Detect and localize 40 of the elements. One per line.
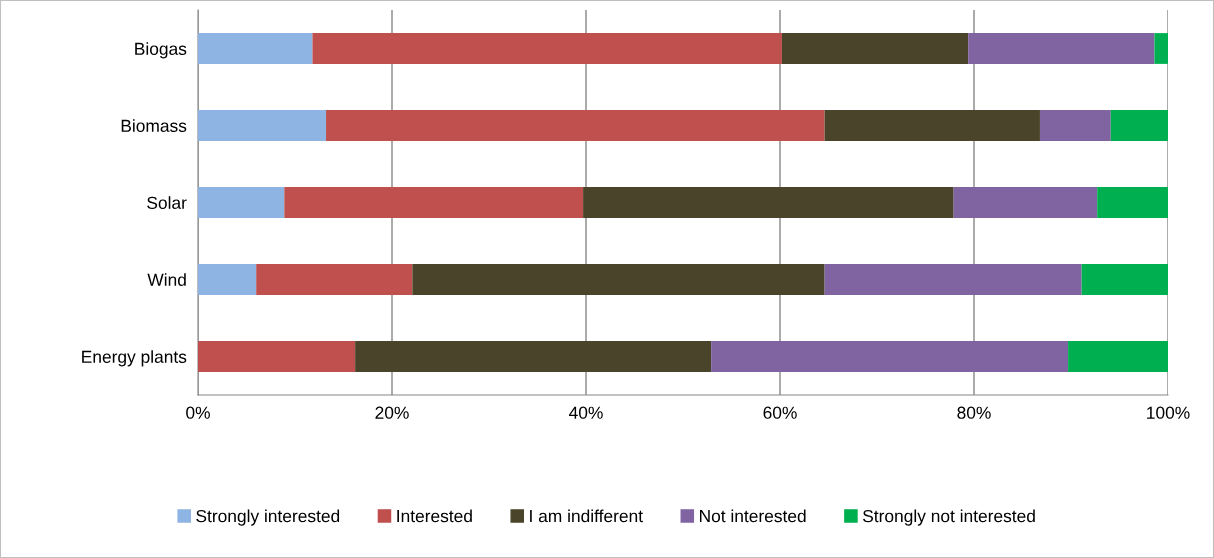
y-tick-label: Wind [147,273,186,286]
x-tick-label: 60% [763,406,797,419]
y-tick-label: Solar [147,196,187,209]
bar [1068,341,1168,372]
bar [312,33,782,64]
bar [1097,187,1168,218]
bar [711,341,1069,372]
y-tick-label: Energy plants [82,350,187,367]
bar [198,110,327,141]
bar [256,264,413,295]
x-tick-label: 0% [186,406,210,419]
bar [198,33,313,64]
y-tick-label: Biogas [135,42,187,59]
bar [198,187,285,218]
bar [583,187,954,218]
bar [1039,110,1111,141]
x-tick-label: 100% [1147,406,1190,419]
legend-label: Interested [397,509,472,523]
bar [1110,110,1168,141]
bar [824,110,1040,141]
legend-label: Strongly not interested [863,509,1035,526]
bar [198,341,356,372]
bar [1081,264,1168,295]
legend-label: Not interested [700,509,806,523]
bar [412,264,825,295]
bar [326,110,825,141]
x-tick-label: 20% [375,406,409,419]
x-tick-label: 80% [957,406,991,419]
bar [284,187,584,218]
bar [1154,33,1168,64]
bar [198,264,257,295]
bar [968,33,1155,64]
bar [953,187,1098,218]
bar [824,264,1082,295]
bar [781,33,969,64]
y-tick-label: Biomass [121,119,187,132]
legend-label: Strongly interested [196,509,340,526]
x-tick-label: 40% [569,406,603,419]
legend-label: I am indifferent [530,509,643,523]
bar [355,341,712,372]
